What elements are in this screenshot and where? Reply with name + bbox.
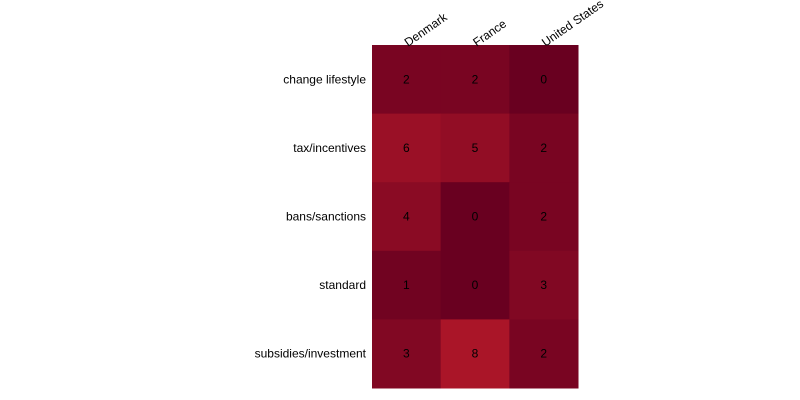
cell-value-label: 6 — [403, 141, 410, 155]
cell-value-label: 2 — [540, 210, 547, 224]
cell-value-label: 1 — [403, 278, 410, 292]
cell-value-label: 0 — [472, 210, 479, 224]
column-label: Denmark — [402, 9, 451, 49]
cell-value-label: 0 — [540, 72, 547, 86]
heatmap-cell — [372, 182, 442, 252]
cell-value-label: 2 — [540, 141, 547, 155]
cell-value-label: 0 — [472, 278, 479, 292]
column-label: United States — [539, 0, 606, 49]
heatmap-cell — [372, 45, 442, 115]
heatmap-cell — [440, 319, 510, 389]
cell-value-label: 3 — [403, 347, 410, 361]
row-label: bans/sanctions — [286, 210, 366, 224]
cell-value-label: 3 — [540, 278, 547, 292]
heatmap-cell — [509, 45, 579, 115]
row-label: change lifestyle — [283, 72, 366, 86]
heatmap-cell — [440, 113, 510, 183]
cell-value-label: 2 — [472, 72, 479, 86]
heatmap-cell — [440, 250, 510, 320]
cell-value-label: 8 — [472, 347, 479, 361]
cell-value-label: 5 — [472, 141, 479, 155]
heatmap-cell — [372, 250, 442, 320]
cell-value-label: 2 — [540, 347, 547, 361]
row-label: subsidies/investment — [255, 347, 367, 361]
heatmap-cell — [509, 250, 579, 320]
heatmap-cell — [440, 45, 510, 115]
heatmap-cell — [372, 319, 442, 389]
heatmap-cell — [440, 182, 510, 252]
column-label: France — [470, 16, 509, 49]
heatmap-cell — [509, 319, 579, 389]
row-label: tax/incentives — [293, 141, 366, 155]
heatmap-cell — [372, 113, 442, 183]
cell-value-label: 4 — [403, 210, 410, 224]
cell-value-label: 2 — [403, 72, 410, 86]
row-label: standard — [319, 278, 366, 292]
heatmap-cell — [509, 182, 579, 252]
heatmap-cell — [509, 113, 579, 183]
